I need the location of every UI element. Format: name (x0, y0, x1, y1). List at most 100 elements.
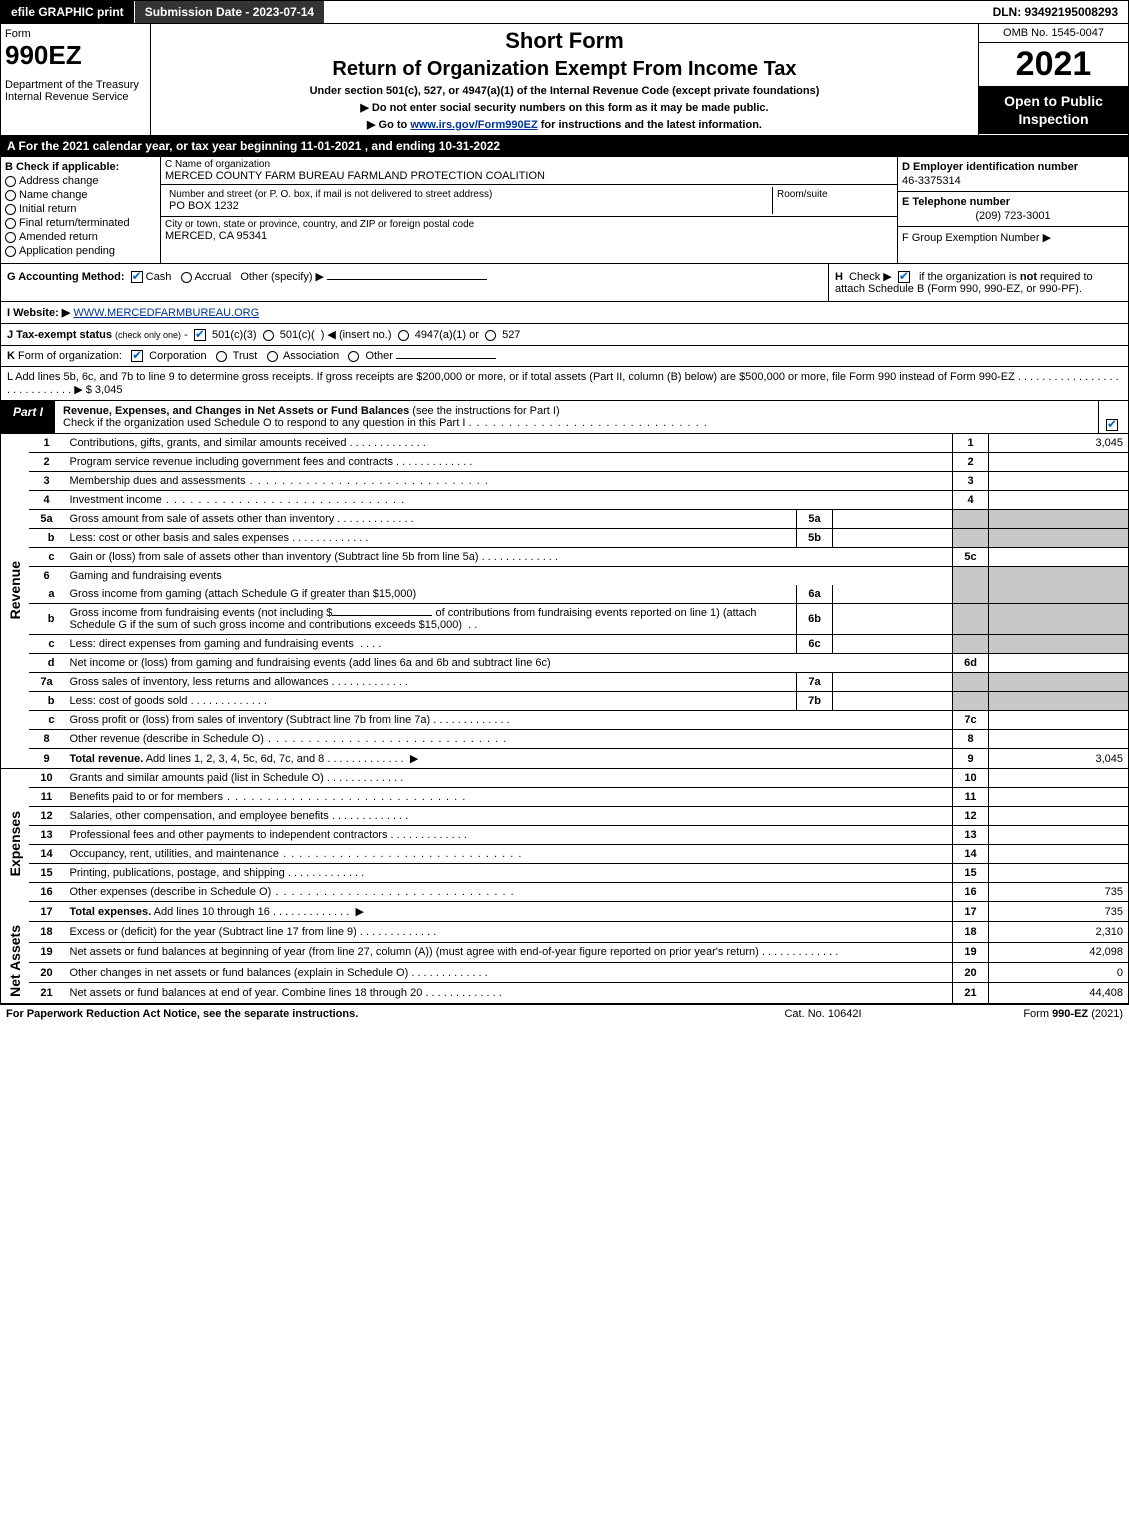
l7b-sub: 7b (797, 692, 833, 711)
irs-link[interactable]: www.irs.gov/Form990EZ (410, 119, 537, 131)
check-initial-return[interactable]: Initial return (5, 203, 156, 215)
h-check[interactable] (898, 271, 910, 283)
b-head: B Check if applicable: (5, 161, 156, 173)
l2-ln: 2 (953, 453, 989, 472)
l7c-ln: 7c (953, 711, 989, 730)
line-10: Expenses 10 Grants and similar amounts p… (1, 769, 1129, 788)
b-item-5: Application pending (19, 245, 115, 257)
part1-header: Part I Revenue, Expenses, and Changes in… (0, 401, 1129, 434)
l1-ln: 1 (953, 434, 989, 453)
line-8: 8 Other revenue (describe in Schedule O)… (1, 730, 1129, 749)
l8-desc: Other revenue (describe in Schedule O) (65, 730, 953, 749)
l5c-amt (989, 548, 1129, 567)
check-pending[interactable]: Application pending (5, 245, 156, 257)
l18-ln: 18 (953, 922, 989, 942)
l18-num: 18 (29, 922, 65, 942)
check-final-return[interactable]: Final return/terminated (5, 217, 156, 229)
k-assoc-check[interactable] (267, 351, 278, 362)
l6c-num: c (29, 635, 65, 654)
l17-amt: 735 (989, 902, 1129, 922)
omb-number: OMB No. 1545-0047 (979, 24, 1128, 43)
l5a-subval (833, 510, 953, 529)
l3-desc: Membership dues and assessments (65, 472, 953, 491)
g-other-blank[interactable] (327, 279, 487, 280)
line-6a: a Gross income from gaming (attach Sched… (1, 585, 1129, 604)
b-item-0: Address change (19, 175, 99, 187)
e-tel-value: (209) 723-3001 (902, 210, 1124, 222)
check-address-change[interactable]: Address change (5, 175, 156, 187)
k-other-check[interactable] (348, 351, 359, 362)
footer-left: For Paperwork Reduction Act Notice, see … (6, 1008, 723, 1020)
l3-num: 3 (29, 472, 65, 491)
l5c-num: c (29, 548, 65, 567)
l17-num: 17 (29, 902, 65, 922)
line-5b: b Less: cost or other basis and sales ex… (1, 529, 1129, 548)
b-item-4: Amended return (19, 231, 98, 243)
l1-amt: 3,045 (989, 434, 1129, 453)
j-527-check[interactable] (485, 330, 496, 341)
subtitle-3: ▶ Go to www.irs.gov/Form990EZ for instru… (159, 118, 970, 131)
l6-num: 6 (29, 567, 65, 586)
line-9: 9 Total revenue. Add lines 1, 2, 3, 4, 5… (1, 749, 1129, 769)
l12-amt (989, 807, 1129, 826)
check-amended[interactable]: Amended return (5, 231, 156, 243)
l21-desc: Net assets or fund balances at end of ye… (65, 983, 953, 1003)
l6b-ln (953, 604, 989, 635)
b-item-1: Name change (19, 189, 88, 201)
l10-desc: Grants and similar amounts paid (list in… (65, 769, 953, 788)
j-501c-check[interactable] (263, 330, 274, 341)
c-addr-label: Number and street (or P. O. box, if mail… (169, 189, 768, 200)
l9-desc: Total revenue. Add lines 1, 2, 3, 4, 5c,… (65, 749, 953, 769)
l7b-desc: Less: cost of goods sold (65, 692, 797, 711)
l20-amt: 0 (989, 962, 1129, 982)
sub3-pre: ▶ Go to (367, 119, 410, 131)
c-room-label: Room/suite (773, 187, 893, 214)
l7a-amt (989, 673, 1129, 692)
d-ein-value: 46-3375314 (902, 175, 1124, 187)
l20-num: 20 (29, 962, 65, 982)
line-14: 14 Occupancy, rent, utilities, and maint… (1, 845, 1129, 864)
l6d-desc: Net income or (loss) from gaming and fun… (65, 654, 953, 673)
c-city-label: City or town, state or province, country… (165, 219, 893, 230)
g-accrual-check[interactable] (181, 272, 192, 283)
k-corp-check[interactable] (131, 350, 143, 362)
l9-num: 9 (29, 749, 65, 769)
l2-desc: Program service revenue including govern… (65, 453, 953, 472)
sidelabel-expenses: Expenses (1, 769, 29, 922)
j-4947-check[interactable] (398, 330, 409, 341)
part1-scho-check[interactable] (1106, 419, 1118, 431)
section-def: D Employer identification number 46-3375… (898, 157, 1128, 263)
sub3-post: for instructions and the latest informat… (538, 119, 762, 131)
j-501c3-check[interactable] (194, 329, 206, 341)
l5a-num: 5a (29, 510, 65, 529)
check-name-change[interactable]: Name change (5, 189, 156, 201)
line-17: 17 Total expenses. Add lines 10 through … (1, 902, 1129, 922)
l5b-subval (833, 529, 953, 548)
part1-desc: Revenue, Expenses, and Changes in Net As… (55, 401, 1098, 433)
open-public-badge: Open to Public Inspection (979, 86, 1128, 134)
l8-amt (989, 730, 1129, 749)
l16-ln: 16 (953, 883, 989, 902)
g-cash-check[interactable] (131, 271, 143, 283)
l6-ln (953, 567, 989, 586)
l6c-sub: 6c (797, 635, 833, 654)
row-l: L Add lines 5b, 6c, and 7b to line 9 to … (0, 367, 1129, 401)
k-trust-check[interactable] (216, 351, 227, 362)
l5a-desc: Gross amount from sale of assets other t… (65, 510, 797, 529)
row-gh: G Accounting Method: Cash Accrual Other … (0, 264, 1129, 302)
k-other-blank[interactable] (396, 358, 496, 359)
part1-hint: (see the instructions for Part I) (409, 405, 559, 417)
l11-ln: 11 (953, 788, 989, 807)
l5b-sub: 5b (797, 529, 833, 548)
l13-desc: Professional fees and other payments to … (65, 826, 953, 845)
l15-num: 15 (29, 864, 65, 883)
website-link[interactable]: WWW.MERCEDFARMBUREAU.ORG (73, 307, 259, 319)
g-label: G Accounting Method: (7, 271, 125, 283)
line-21: 21 Net assets or fund balances at end of… (1, 983, 1129, 1003)
l2-amt (989, 453, 1129, 472)
sidelabel-revenue: Revenue (1, 434, 29, 749)
form-word: Form (5, 28, 146, 40)
l7c-desc: Gross profit or (loss) from sales of inv… (65, 711, 953, 730)
efile-button[interactable]: efile GRAPHIC print (1, 1, 135, 23)
l6b-num: b (29, 604, 65, 635)
